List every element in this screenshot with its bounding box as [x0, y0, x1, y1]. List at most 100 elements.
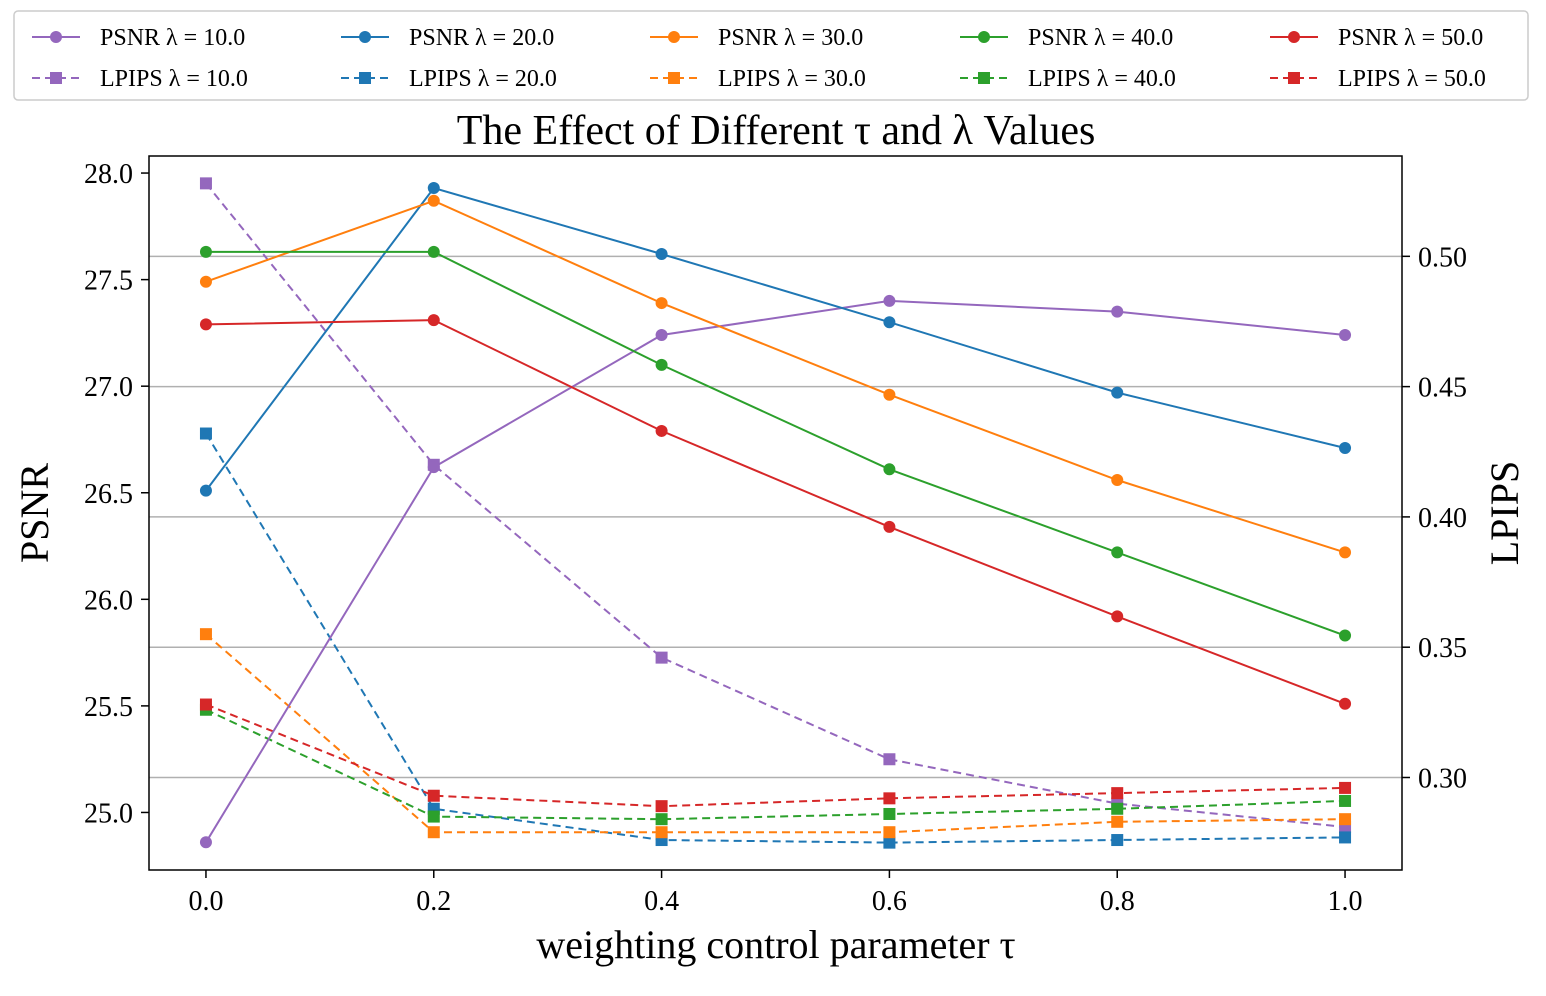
data-point	[1339, 813, 1352, 826]
series-9	[199, 698, 1352, 813]
data-point	[655, 329, 668, 342]
data-point	[1111, 386, 1124, 399]
legend-marker	[359, 31, 371, 43]
legend-label: PSNR λ = 50.0	[1338, 25, 1483, 51]
data-point	[883, 520, 896, 533]
legend-marker	[1288, 72, 1300, 84]
legend-marker	[668, 31, 680, 43]
series-7	[199, 628, 1352, 839]
series-5	[199, 177, 1352, 834]
series-line	[205, 432, 1346, 844]
legend-label: LPIPS λ = 50.0	[1338, 66, 1486, 92]
y-left-tick-label: 25.5	[84, 692, 133, 723]
data-point	[1339, 329, 1352, 342]
data-point	[427, 194, 440, 207]
data-point	[883, 388, 896, 401]
data-point	[883, 826, 896, 839]
data-point	[1111, 305, 1124, 318]
y-left-tick-label: 25.0	[84, 798, 133, 829]
data-point	[1111, 834, 1124, 847]
series-line	[205, 199, 1346, 554]
plot-area	[148, 155, 1403, 871]
data-point	[199, 427, 212, 440]
data-point	[199, 275, 212, 288]
legend-entry: PSNR λ = 40.0	[960, 25, 1173, 51]
legend-label: PSNR λ = 40.0	[1028, 25, 1173, 51]
series-line	[205, 708, 1346, 821]
data-point	[883, 294, 896, 307]
x-tick-label: 1.0	[1328, 886, 1363, 917]
series-line	[205, 703, 1346, 808]
y-left-tick-label: 26.5	[84, 479, 133, 510]
legend-entry: PSNR λ = 30.0	[650, 25, 863, 51]
series-layer	[199, 177, 1352, 849]
data-point	[655, 358, 668, 371]
data-point	[427, 461, 440, 474]
legend-marker	[50, 31, 62, 43]
data-point	[1339, 629, 1352, 642]
data-point	[655, 297, 668, 310]
data-point	[1111, 802, 1124, 815]
legend-entry: PSNR λ = 10.0	[32, 25, 245, 51]
legend-frame	[13, 10, 1529, 101]
legend-label: LPIPS λ = 10.0	[100, 66, 248, 92]
legend-entry: LPIPS λ = 10.0	[32, 66, 248, 92]
series-2	[199, 194, 1352, 559]
series-line	[205, 319, 1346, 705]
data-point	[883, 316, 896, 329]
data-point	[883, 792, 896, 805]
x-tick-label: 0.4	[644, 886, 679, 917]
y-right-tick-label: 0.30	[1418, 763, 1467, 794]
legend-label: PSNR λ = 30.0	[718, 25, 863, 51]
x-tick-label: 0.0	[188, 886, 223, 917]
y-right-tick-label: 0.45	[1418, 373, 1467, 404]
x-tick-label: 0.2	[416, 886, 451, 917]
data-point	[1339, 697, 1352, 710]
data-point	[883, 753, 896, 766]
data-point	[1339, 546, 1352, 559]
series-line	[205, 182, 1346, 828]
data-point	[655, 826, 668, 839]
y-axis-right: 0.30 0.35 0.40 0.45 0.50	[1402, 242, 1467, 794]
legend-entry: PSNR λ = 20.0	[341, 25, 554, 51]
data-point	[655, 813, 668, 826]
legend: PSNR λ = 10.0 PSNR λ = 20.0 PSNR λ = 30.0 P…	[13, 10, 1529, 101]
chart-title: The Effect of Different τ and λ Values	[457, 108, 1096, 154]
series-4	[199, 314, 1352, 710]
series-6	[199, 427, 1352, 849]
data-point	[199, 245, 212, 258]
y-axis-left: 25.0 25.5 26.0 26.5 27.0 27.5 28.0	[84, 159, 149, 829]
data-point	[427, 314, 440, 327]
data-point	[1111, 815, 1124, 828]
y-left-tick-label: 27.5	[84, 266, 133, 297]
x-axis: 0.0 0.2 0.4 0.6 0.8 1.0	[188, 870, 1363, 917]
y-right-tick-label: 0.35	[1418, 633, 1467, 664]
legend-marker	[1288, 31, 1300, 43]
y-right-tick-label: 0.40	[1418, 503, 1467, 534]
legend-marker	[668, 72, 680, 84]
data-point	[655, 424, 668, 437]
legend-entry: PSNR λ = 50.0	[1270, 25, 1483, 51]
data-point	[883, 463, 896, 476]
series-0	[199, 294, 1352, 849]
data-point	[1339, 831, 1352, 844]
y-left-tick-label: 28.0	[84, 159, 133, 190]
legend-entry: LPIPS λ = 20.0	[341, 66, 557, 92]
data-point	[1339, 441, 1352, 454]
data-point	[1111, 610, 1124, 623]
series-3	[199, 245, 1352, 642]
y-left-tick-label: 26.0	[84, 585, 133, 616]
grid-lines	[149, 255, 1402, 779]
x-tick-label: 0.8	[1100, 886, 1135, 917]
y-right-tick-label: 0.50	[1418, 242, 1467, 273]
series-line	[206, 250, 1346, 637]
data-point	[427, 826, 440, 839]
data-point	[199, 318, 212, 331]
series-line	[205, 299, 1346, 843]
y-axis-right-label: LPIPS	[1482, 461, 1527, 566]
data-point	[427, 789, 440, 802]
legend-marker	[50, 72, 62, 84]
data-point	[199, 698, 212, 711]
y-axis-left-label: PSNR	[12, 463, 57, 563]
